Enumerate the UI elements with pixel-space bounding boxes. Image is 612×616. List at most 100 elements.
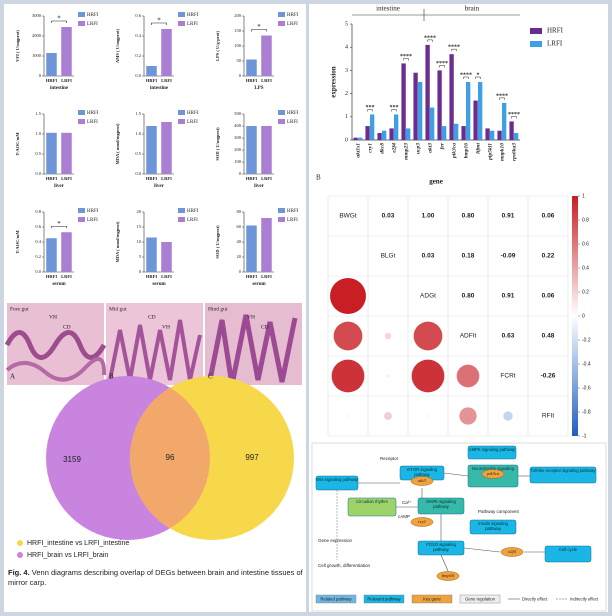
legend-label: LRFI (187, 218, 198, 223)
y-axis-label: MDA ( nmol/mgprot) (115, 123, 120, 164)
pathway-label: Wnt signaling pathway (316, 477, 358, 482)
legend-swatch (78, 119, 85, 124)
significance-bracket (499, 97, 505, 100)
bar (61, 232, 72, 272)
y-tick-label: 0 (345, 137, 348, 143)
bar (478, 82, 483, 140)
x-tick-label: pip5kl1 (487, 143, 493, 161)
significance-bracket (451, 48, 457, 52)
y-axis-label: AMS ( U/mgprot) (115, 29, 120, 63)
colorbar-label: 1 (582, 193, 585, 199)
pathway-label-box: Insulin signaling pathway (478, 521, 508, 531)
tissue (4, 330, 107, 360)
y-tick-label: 5 (139, 254, 142, 259)
legend-swatch (315, 594, 357, 604)
correlation-circle (346, 254, 350, 258)
tissue (5, 357, 107, 382)
pathway-label-box: Circadian rhythm (356, 499, 388, 504)
legend-label: LRFI (87, 22, 98, 27)
y-tick-label: 400 (234, 123, 242, 128)
caption: Fig. 4. Venn diagrams describing overlap… (8, 568, 304, 588)
y-tick-label: 60 (237, 224, 242, 229)
legend-swatch (363, 594, 405, 604)
colorbar-label: 0.2 (582, 289, 589, 295)
significance: * (57, 220, 61, 228)
y-tick-label: 3 (345, 68, 348, 74)
x-tick-label: ucp3 (415, 143, 421, 154)
diagram-note: cAMP (398, 514, 410, 519)
legend-swatch (78, 12, 85, 17)
pathway-box (467, 445, 517, 460)
gene-label: akt3 (418, 478, 426, 483)
significance-bracket (511, 116, 517, 119)
x-tick-label: HRFI (246, 274, 257, 279)
x-tick-label: pik3ca (451, 143, 457, 159)
legend-swatch (178, 119, 185, 124)
y-tick-label: 100 (234, 43, 242, 48)
correlation-circle (426, 414, 430, 418)
legend-swatch (530, 28, 542, 34)
histology-title: Hind gut (208, 306, 228, 312)
x-tick-label: dkc8 (379, 143, 385, 154)
y-tick-label: 4 (345, 45, 348, 51)
bar (146, 66, 157, 76)
correlation-circle (384, 412, 392, 420)
bar (413, 72, 418, 140)
significance-bracket (251, 29, 267, 32)
pathway-box (469, 519, 517, 535)
colorbar-label: -0.4 (582, 361, 591, 367)
legend-swatch (178, 110, 185, 115)
x-axis-label: LPS (254, 86, 263, 91)
y-tick-label: 0.4 (135, 33, 141, 38)
x-tick-label: LRFI (261, 274, 272, 279)
pathway-label: Circadian rhythm (356, 499, 388, 504)
key-gene (436, 571, 460, 581)
legend-label: LRFI (187, 22, 198, 27)
bar (406, 128, 411, 140)
diagram-note: Gene expression (318, 538, 353, 543)
key-gene (410, 517, 434, 527)
x-tick-label: akt3 (427, 143, 433, 153)
significance: **** (436, 61, 448, 67)
caption-label: Fig. 4. (8, 568, 30, 577)
legend-swatch (278, 21, 285, 26)
x-tick-label: cry1 (367, 143, 373, 153)
venn-count: 3159 (63, 455, 81, 464)
legend-swatch (459, 594, 501, 604)
bar (394, 114, 399, 140)
legend-label: Relevant pathway (367, 597, 401, 602)
y-tick-label: 200 (234, 13, 242, 18)
y-tick-label: 40 (237, 239, 242, 244)
y-tick-label: 15 (137, 224, 142, 229)
y-tick-label: 500 (234, 111, 242, 116)
y-tick-label: 100 (234, 159, 242, 164)
correlation-circle (333, 321, 363, 351)
connector (463, 547, 501, 553)
y-tick-label: 0.0 (135, 171, 141, 176)
y-tick-label: 0.4 (35, 239, 41, 244)
bar (261, 126, 272, 174)
correlation-value: -0.09 (501, 253, 516, 260)
gene-label: cry1 (418, 519, 426, 524)
legend-swatch (178, 217, 185, 222)
correlation-value: 0.63 (502, 333, 515, 340)
bar (377, 133, 382, 140)
y-axis-label: LPS ( U/g·prot) (215, 31, 220, 61)
correlation-value: 1.00 (422, 213, 435, 220)
pathway-label-box: Wnt signaling pathway (316, 477, 358, 482)
pathway-label-box: Toll-like receptor signaling pathway (531, 468, 596, 473)
legend-label: HRFI (187, 111, 199, 116)
significance-bracket (151, 22, 167, 25)
x-tick-label: mapk10 (499, 143, 505, 161)
significance: *** (366, 105, 375, 111)
gene-label: pik3ca (486, 471, 500, 476)
y-tick-label: 0.6 (135, 13, 141, 18)
significance-bracket (367, 109, 373, 112)
colorbar-label: -0.2 (582, 337, 591, 343)
correlation-circle (386, 294, 390, 298)
legend-label: Gene regulation (465, 597, 495, 602)
legend-label: Indirectly effect (570, 597, 599, 602)
correlation-value: -0.26 (541, 373, 556, 380)
y-axis-label: SOD ( U/mgprot) (215, 225, 220, 259)
y-tick-label: 5 (345, 21, 348, 27)
